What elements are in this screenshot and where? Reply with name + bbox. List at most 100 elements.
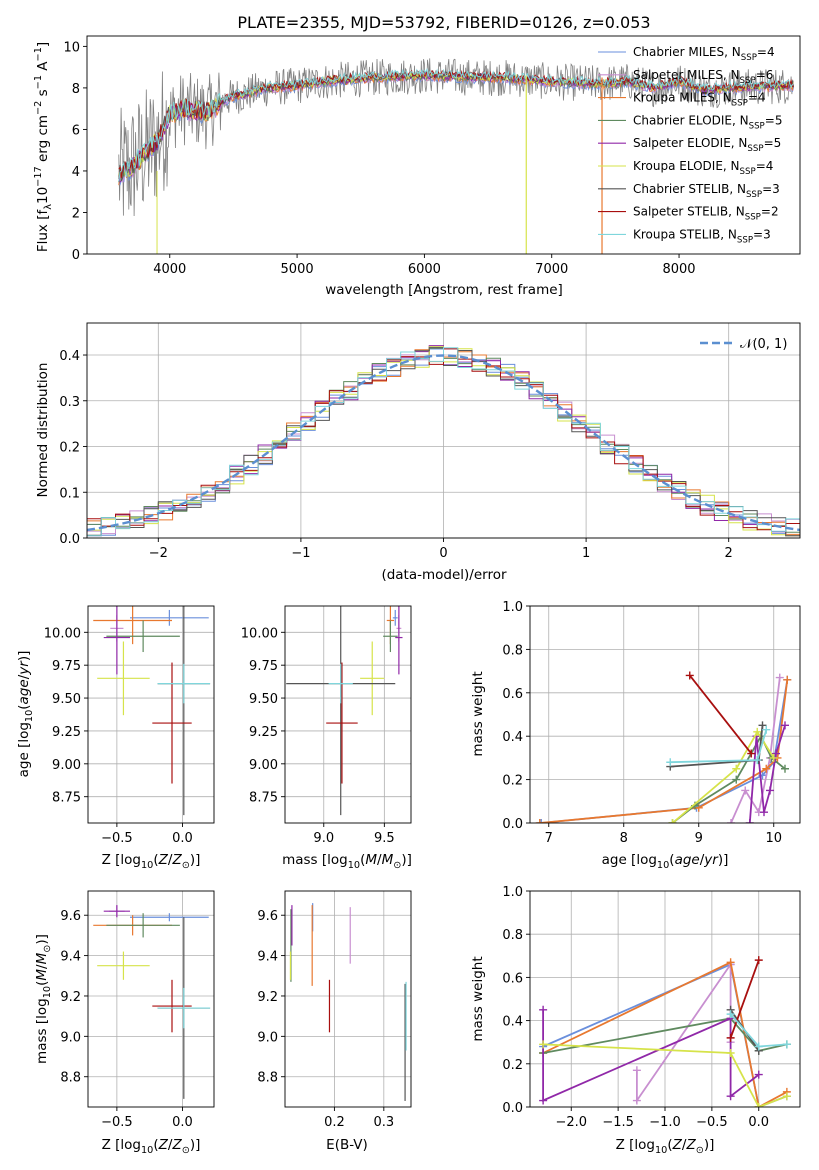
x-tick-label: 8000 — [662, 262, 695, 277]
y-tick-label: 4 — [72, 165, 80, 180]
y-tick-label: 0 — [72, 248, 80, 263]
weight-marker-kroupa-stelib — [666, 758, 675, 767]
x-tick-label: 6000 — [408, 262, 441, 277]
x-tick-label: 7000 — [535, 262, 568, 277]
residuals-plot — [87, 345, 800, 537]
y-tick-label: 0.2 — [502, 1058, 523, 1073]
weight-marker-kroupa-elodie — [754, 1103, 763, 1107]
weight-marker-kroupa-elodie — [726, 1049, 735, 1057]
errorbar-chabrier-miles — [130, 609, 209, 626]
errorbar-chabrier-miles — [130, 913, 209, 922]
errorbar-kroupa-elodie — [97, 641, 150, 716]
y-tick-label: 0.0 — [502, 1101, 523, 1116]
x-tick-label: 0.0 — [172, 831, 193, 846]
y-tick-label: 0.4 — [59, 349, 80, 364]
weight-marker-salpeter-miles — [741, 786, 750, 795]
y-tick-label: 10.00 — [241, 626, 278, 641]
x-tick-label: 0.3 — [373, 1115, 394, 1130]
x-tick-label: 8 — [620, 831, 628, 846]
y-tick-label: 1.0 — [502, 600, 523, 615]
y-tick-label: 0.1 — [59, 486, 80, 501]
weight-marker-salpeter-elodie — [772, 749, 780, 758]
y-tick-label: 9.2 — [257, 990, 278, 1005]
x-tick-label: −1 — [291, 546, 310, 561]
weight-marker-chabrier-elodie — [732, 775, 741, 784]
spectrum-ylabel: Flux [fλ10−17 erg cm−2 s−1 A−1] — [33, 42, 54, 252]
weight-vs-z-xlabel: Z [log10(Z/Z⊙)] — [616, 1137, 715, 1156]
weight-marker-salpeter-elodie — [539, 1005, 548, 1014]
mass-vs-ebv-frame — [284, 890, 412, 1108]
y-tick-label: 9.0 — [257, 1030, 278, 1045]
y-tick-label: 0.2 — [502, 774, 523, 789]
y-tick-label: 0.6 — [502, 971, 523, 986]
weight-marker-salpeter-stelib — [726, 1033, 735, 1042]
weight-line-chabrier-elodie — [542, 1017, 788, 1054]
weight-marker-salpeter-miles — [632, 1066, 641, 1075]
errorbar-kroupa-stelib — [157, 987, 211, 1029]
y-tick-label: 8 — [72, 82, 80, 97]
legend-normal-label: 𝒩(0, 1) — [740, 337, 787, 352]
legend-label-kroupa-miles: Kroupa MILES, NSSP=4 — [633, 91, 766, 109]
weight-marker-salpeter-stelib — [754, 956, 763, 965]
weight-marker-kroupa-elodie — [753, 727, 762, 736]
x-tick-label: 5000 — [281, 262, 314, 277]
weight-marker-kroupa-elodie — [539, 1040, 548, 1049]
errorbar-salpeter-elodie — [103, 905, 130, 918]
weight-marker-salpeter-elodie — [766, 786, 774, 795]
errorbar-chabrier-elodie — [383, 620, 398, 653]
y-tick-label: 9.25 — [249, 725, 278, 740]
weight-marker-salpeter-miles — [727, 819, 735, 823]
weight-vs-Z-plot — [539, 956, 791, 1107]
errorbar-salpeter-stelib — [152, 662, 192, 784]
legend-label-kroupa-elodie: Kroupa ELODIE, NSSP=4 — [633, 159, 773, 177]
weight-marker-salpeter-elodie — [754, 1070, 763, 1079]
weight-marker-kroupa-miles — [762, 764, 771, 773]
y-tick-label: 9.50 — [52, 692, 81, 707]
weight-marker-kroupa-elodie — [732, 764, 741, 773]
y-tick-label: 0.4 — [502, 1015, 523, 1030]
figure-title: PLATE=2355, MJD=53792, FIBERID=0126, z=0… — [237, 13, 650, 32]
y-tick-label: 0.3 — [59, 395, 80, 410]
y-tick-label: 9.25 — [52, 725, 81, 740]
errorbar-salpeter-stelib — [152, 979, 192, 1033]
x-tick-label: 2 — [725, 546, 733, 561]
weight-marker-kroupa-elodie — [769, 753, 778, 762]
spectrum-axes: 4000 5000 6000 7000 8000 0 2 4 6 8 10 — [63, 40, 695, 277]
weight-marker-kroupa-stelib — [782, 1040, 791, 1049]
spectrum-xlabel: wavelength [Angstrom, rest frame] — [325, 282, 563, 298]
errorbar-salpeter-elodie — [103, 606, 130, 675]
legend-label-chabrier-stelib: Chabrier STELIB, NSSP=3 — [633, 182, 780, 200]
weight-marker-salpeter-elodie — [781, 721, 789, 730]
weight-marker-kroupa-stelib — [754, 1042, 763, 1051]
weight-marker-salpeter-stelib — [685, 671, 694, 680]
weight-marker-chabrier-elodie — [781, 764, 789, 773]
errorbar-chabrier-elodie — [106, 913, 180, 938]
y-tick-label: 0.4 — [502, 730, 523, 745]
residuals-xlabel: (data-model)/error — [381, 567, 507, 583]
y-tick-label: 9.75 — [52, 659, 81, 674]
weight-line-salpeter-stelib — [689, 674, 753, 755]
y-tick-label: 8.75 — [52, 791, 81, 806]
mass-vs-Z-plot — [93, 905, 211, 1099]
age-vs-mass-frame — [284, 605, 412, 824]
x-tick-label: 9.0 — [313, 831, 334, 846]
x-tick-label: −2 — [149, 546, 168, 561]
mass-vs-Z-axes: −0.5 0.0 8.8 9.0 9.2 9.4 9.6 — [60, 891, 214, 1130]
weight-marker-salpeter-elodie — [539, 1096, 548, 1105]
x-tick-label: 0 — [439, 546, 447, 561]
weight-vs-Z-frame — [529, 890, 801, 1108]
age-vs-mass-plot — [286, 606, 403, 816]
age-vs-Z-axes: −0.5 0.0 8.75 9.00 9.25 9.50 9.75 10.00 — [44, 606, 214, 846]
y-tick-label: 9.4 — [60, 950, 81, 965]
age-vs-Z-plot — [93, 606, 211, 816]
weight-line-salpeter-stelib — [729, 959, 760, 1039]
y-tick-label: 9.00 — [52, 758, 81, 773]
age-vs-z-ylabel: age [log10(age/yr)] — [16, 651, 35, 778]
x-tick-label: 0.2 — [324, 1115, 345, 1130]
y-tick-label: 6 — [72, 123, 80, 138]
normal-curve — [87, 354, 800, 532]
weight-marker-kroupa-miles — [783, 675, 792, 684]
x-tick-label: −1.0 — [649, 1115, 681, 1130]
y-tick-label: 1.0 — [502, 885, 523, 900]
